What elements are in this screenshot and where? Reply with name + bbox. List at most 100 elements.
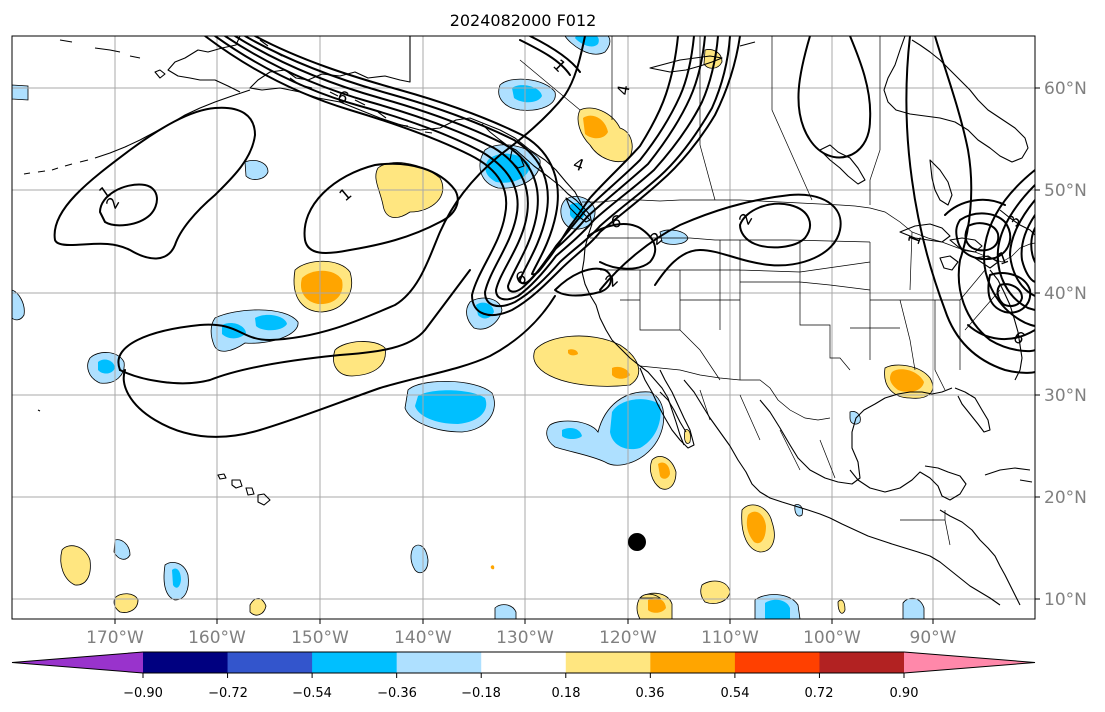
- anomaly-core-positive: [300, 270, 343, 305]
- colorbar-segment: [565, 652, 651, 673]
- lat-label: 30°N: [1044, 386, 1087, 406]
- contour-line: [739, 202, 811, 249]
- colorbar-tick-label: −0.72: [208, 686, 248, 701]
- vancouver-island: [565, 197, 591, 223]
- anomaly-patch-positive: [837, 599, 846, 614]
- anomaly-patch-negative: [902, 597, 925, 619]
- lon-label: 130°W: [496, 628, 554, 648]
- anomaly-core-positive: [568, 349, 578, 356]
- contour-line: [955, 212, 1012, 261]
- colorbar-segments: [11, 651, 1036, 674]
- colorbar-segment: [227, 652, 313, 673]
- anomaly-core-negative: [172, 568, 181, 588]
- contour-line: [99, 183, 158, 227]
- contour-line: [983, 169, 1035, 327]
- mexico-states: [699, 389, 951, 546]
- anomaly-core-positive: [658, 462, 670, 479]
- colorbar-segment: [819, 652, 905, 673]
- contour-line: [587, 223, 657, 270]
- colorbar-tick-label: −0.18: [461, 686, 501, 701]
- contour-line: [1009, 199, 1035, 297]
- colorbar-extend-max: [904, 652, 1035, 673]
- contour-line: [214, 36, 731, 308]
- anomaly-core-positive: [746, 511, 766, 544]
- aleutian-chain: [23, 159, 89, 175]
- contour-line: [119, 269, 471, 385]
- us-state-borders: [590, 231, 1001, 391]
- contour-line: [1030, 227, 1035, 263]
- contour-line: [905, 36, 1035, 374]
- anomaly-core-positive: [612, 366, 630, 379]
- anomaly-core-negative: [255, 314, 287, 331]
- contour-line: [599, 193, 842, 291]
- alaska-coast: [249, 36, 583, 206]
- bc-coast: [481, 123, 685, 446]
- lon-label: 160°W: [188, 628, 246, 648]
- anomaly-core-positive: [890, 369, 924, 392]
- colorbar-tick-label: −0.36: [377, 686, 417, 701]
- yucatan: [849, 465, 967, 501]
- lat-label: 10°N: [1044, 590, 1087, 610]
- alaska-west-coast: [167, 36, 241, 93]
- contour-line: [117, 36, 586, 371]
- anomaly-core-negative: [765, 599, 790, 619]
- contour-line: [987, 272, 1032, 314]
- anomaly-patch-negative: [12, 84, 29, 101]
- contour-line: [964, 222, 1000, 252]
- central-america: [939, 509, 1021, 606]
- contour-line: [996, 184, 1035, 311]
- colorbar-tick-label: 0.72: [805, 686, 834, 701]
- colorbar-tick-label: 0.54: [721, 686, 750, 701]
- contour-label: 6: [609, 211, 622, 231]
- colorbar-segment: [650, 652, 736, 673]
- anomaly-patch-negative: [113, 539, 131, 560]
- anomaly-core-positive: [583, 115, 608, 139]
- contour-label: 4: [613, 83, 633, 96]
- contour-line: [944, 198, 1035, 341]
- colorbar-segment: [734, 652, 820, 673]
- lat-label: 50°N: [1044, 181, 1087, 201]
- caribbean-islands: [984, 467, 1033, 483]
- colorbar-tick-label: −0.90: [123, 686, 163, 701]
- colorbar: −0.90 −0.72 −0.54 −0.36 −0.18 0.18 0.36 …: [11, 651, 1036, 701]
- lat-label: 40°N: [1044, 284, 1087, 304]
- anomaly-core-negative: [610, 399, 661, 450]
- contour-line: [244, 36, 695, 285]
- colorbar-tick-label: 0.36: [636, 686, 665, 701]
- lon-label: 90°W: [910, 628, 957, 648]
- storm-center-marker: [628, 533, 646, 551]
- contour-layer: [53, 36, 1035, 438]
- hawaii: [217, 473, 271, 506]
- colorbar-segment: [396, 652, 482, 673]
- anomaly-patch-positive: [639, 593, 662, 599]
- lat-label: 60°N: [1044, 79, 1087, 99]
- lon-label: 170°W: [86, 628, 144, 648]
- anomaly-core-negative: [512, 85, 542, 103]
- graticule: [12, 36, 1035, 619]
- east-coast: [989, 209, 1035, 381]
- great-lakes: [899, 223, 999, 271]
- political-borders: [409, 36, 1035, 546]
- contour-line: [204, 36, 741, 316]
- contour-line: [797, 36, 872, 159]
- contour-line: [1020, 214, 1035, 283]
- anomaly-core-negative: [415, 390, 487, 424]
- anomaly-fill-layer: [12, 36, 934, 619]
- contour-line: [519, 36, 581, 76]
- small-islands-north: [59, 39, 166, 79]
- colorbar-segment: [143, 652, 229, 673]
- lon-label: 140°W: [394, 628, 452, 648]
- canada-provinces: [519, 36, 881, 205]
- lat-ticks: [1035, 87, 1040, 600]
- contour-line: [303, 162, 459, 254]
- mexico-gulf-california: [659, 391, 687, 433]
- florida: [954, 387, 991, 433]
- contour-line: [224, 36, 719, 301]
- contour-line: [996, 283, 1023, 307]
- anomaly-patch-negative: [12, 289, 25, 321]
- anomaly-core-negative: [575, 36, 599, 47]
- colorbar-tick-label: 0.18: [552, 686, 581, 701]
- lat-label: 20°N: [1044, 488, 1087, 508]
- colorbar-tick-labels: −0.90 −0.72 −0.54 −0.36 −0.18 0.18 0.36 …: [123, 686, 918, 701]
